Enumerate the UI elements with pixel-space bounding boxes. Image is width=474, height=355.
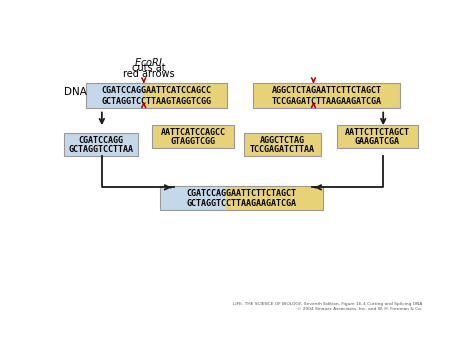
- Bar: [64, 133, 137, 156]
- Text: CGATCCAGGAATTCTTCTAGCT: CGATCCAGGAATTCTTCTAGCT: [186, 189, 296, 198]
- Text: GCTAGGTCCTTAA: GCTAGGTCCTTAA: [68, 145, 133, 154]
- Text: AATTCTTCTAGCT: AATTCTTCTAGCT: [345, 128, 410, 137]
- Bar: [86, 83, 143, 108]
- Text: CGATCCAGG: CGATCCAGG: [78, 136, 123, 144]
- Bar: [337, 125, 418, 148]
- Bar: [253, 83, 313, 108]
- Text: red arrows: red arrows: [123, 69, 174, 79]
- Text: DNA: DNA: [64, 87, 87, 97]
- Bar: [160, 186, 226, 211]
- Text: AGGCTCTAG: AGGCTCTAG: [260, 136, 305, 144]
- Bar: [253, 83, 400, 108]
- Text: TCCGAGATCTTAA: TCCGAGATCTTAA: [250, 145, 315, 154]
- Bar: [313, 83, 400, 108]
- Text: CGATCCAGGAATTCATCCAGCC: CGATCCAGGAATTCATCCAGCC: [101, 86, 211, 95]
- Text: AATTCATCCAGCC: AATTCATCCAGCC: [160, 128, 226, 137]
- Text: GCTAGGTCCTTAAGTAGGTCGG: GCTAGGTCCTTAAGTAGGTCGG: [101, 97, 211, 106]
- Text: LIFE: THE SCIENCE OF BIOLOGY, Seventh Edition, Figure 16.4 Cutting and Splicing : LIFE: THE SCIENCE OF BIOLOGY, Seventh Ed…: [233, 302, 422, 311]
- Bar: [160, 186, 323, 211]
- Text: GTAGGTCGG: GTAGGTCGG: [171, 137, 216, 146]
- Bar: [143, 83, 227, 108]
- Text: GAAGATCGA: GAAGATCGA: [355, 137, 400, 146]
- Text: TCCGAGATCTTAAGAAGATCGA: TCCGAGATCTTAAGAAGATCGA: [272, 97, 382, 106]
- Bar: [244, 133, 321, 156]
- Text: AGGCTCTAGAATTCTTCTAGCT: AGGCTCTAGAATTCTTCTAGCT: [272, 86, 382, 95]
- Text: GCTAGGTCCTTAAGAAGATCGA: GCTAGGTCCTTAAGAAGATCGA: [186, 199, 296, 208]
- Bar: [226, 186, 323, 211]
- Bar: [152, 125, 234, 148]
- Text: $Eco$RI: $Eco$RI: [134, 56, 163, 69]
- Bar: [86, 83, 227, 108]
- Text: cuts at: cuts at: [132, 62, 165, 73]
